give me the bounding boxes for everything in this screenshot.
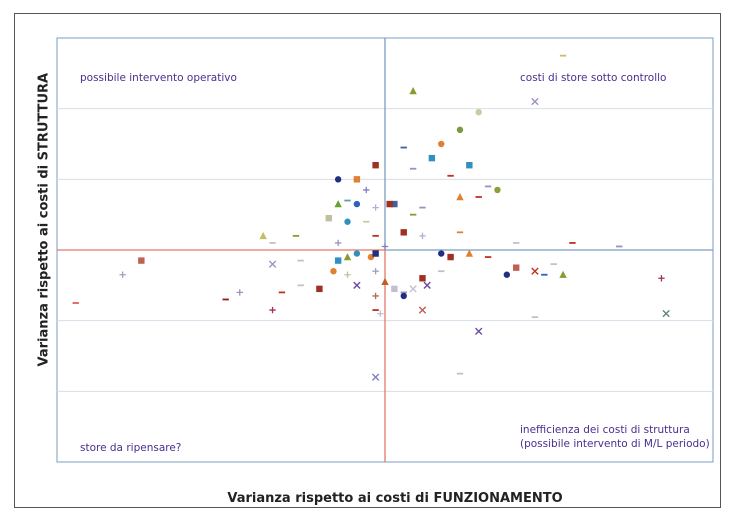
data-point: [325, 215, 332, 222]
annotation-top-left: possibile intervento operativo: [80, 72, 237, 84]
x-axis-label: Varianza rispetto ai costi di FUNZIONAME…: [227, 491, 563, 506]
chart-frame: Varianza rispetto ai costi di STRUTTURA …: [14, 13, 721, 508]
data-point: [465, 249, 474, 257]
data-point: [372, 204, 379, 211]
data-point: [371, 373, 380, 381]
data-point: [334, 200, 342, 208]
y-axis-label: Varianza rispetto ai costi di STRUTTURA: [36, 72, 52, 367]
data-point: [400, 229, 407, 236]
data-point: [330, 268, 337, 275]
scatter-chart: [56, 37, 714, 463]
data-point: [363, 186, 370, 194]
data-point: [428, 154, 436, 162]
data-point: [343, 253, 352, 261]
data-point: [494, 186, 501, 194]
data-point: [386, 200, 393, 208]
data-point: [353, 200, 361, 208]
data-point: [531, 267, 539, 275]
data-point: [456, 126, 464, 134]
data-point: [353, 250, 361, 257]
data-point: [372, 162, 379, 169]
data-point: [381, 277, 389, 285]
data-point: [377, 310, 384, 317]
annotation-top-right: costi di store sotto controllo: [520, 72, 667, 84]
data-point: [466, 162, 473, 169]
data-point: [419, 232, 426, 240]
data-point: [662, 309, 670, 318]
data-point: [409, 87, 417, 95]
data-point: [559, 270, 567, 278]
data-point: [391, 285, 398, 293]
data-point: [334, 257, 342, 264]
data-point: [447, 253, 454, 261]
data-point: [381, 243, 389, 250]
data-point: [372, 268, 379, 275]
data-point: [353, 176, 361, 183]
data-point: [119, 271, 126, 278]
data-point: [316, 285, 323, 293]
data-point: [259, 231, 267, 240]
data-point: [344, 218, 351, 225]
data-point: [391, 200, 398, 208]
data-point: [475, 109, 482, 116]
data-point: [419, 275, 426, 282]
data-point: [353, 281, 361, 290]
data-point: [372, 250, 379, 257]
data-point: [531, 97, 539, 106]
annotation-bottom-right: inefficienza dei costi di struttura (pos…: [520, 424, 710, 450]
data-point: [138, 257, 145, 264]
data-point: [236, 289, 243, 296]
data-point: [438, 140, 445, 148]
data-point: [658, 275, 665, 282]
data-point: [438, 250, 445, 257]
data-point: [269, 306, 276, 314]
data-point: [334, 176, 342, 183]
data-point: [513, 264, 520, 271]
data-point: [423, 281, 431, 290]
annotation-bottom-left: store da ripensare?: [80, 442, 182, 454]
data-point: [418, 306, 427, 314]
data-point: [344, 271, 351, 278]
data-point: [400, 292, 407, 300]
data-point: [456, 193, 464, 201]
data-point: [268, 260, 277, 268]
data-point: [409, 285, 417, 293]
data-point: [372, 292, 379, 300]
data-point: [503, 271, 511, 278]
data-point: [475, 327, 483, 335]
data-point: [334, 239, 342, 247]
